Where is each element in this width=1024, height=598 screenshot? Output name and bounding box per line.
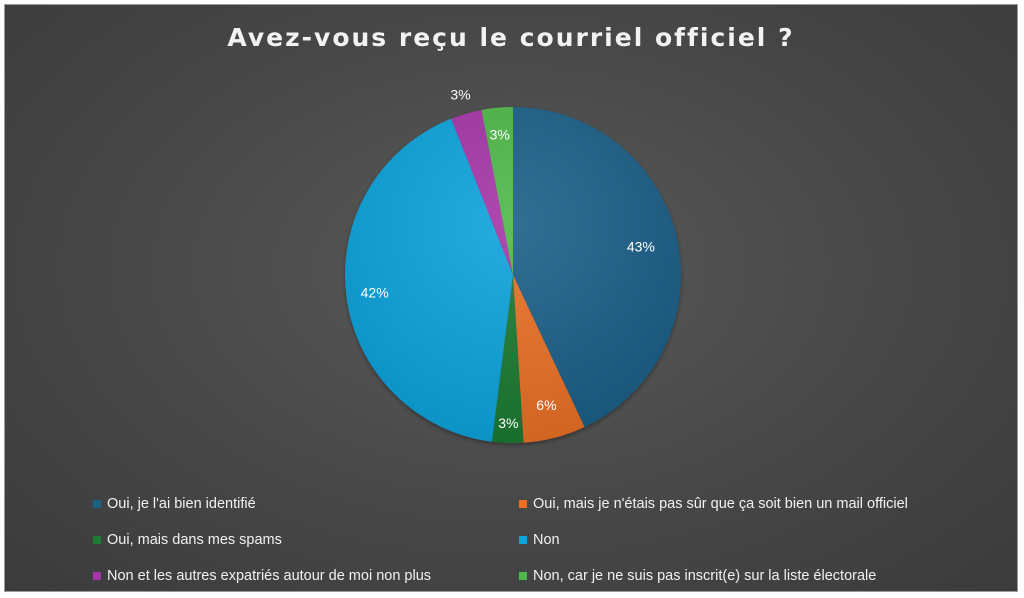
legend-label: Non et les autres expatriés autour de mo…	[107, 568, 432, 584]
legend-item: Non, car je ne suis pas inscrit(e) sur l…	[519, 568, 876, 584]
legend-label: Non, car je ne suis pas inscrit(e) sur l…	[533, 568, 877, 584]
legend-item: Oui, je l'ai bien identifié	[93, 496, 256, 512]
slice-data-label: 3%	[450, 86, 470, 102]
legend-swatch	[93, 500, 101, 508]
legend-swatch	[93, 572, 101, 580]
legend-item: Non et les autres expatriés autour de mo…	[93, 568, 431, 584]
legend-swatch	[519, 500, 527, 508]
slice-data-label: 6%	[536, 397, 556, 413]
chart-title: Avez-vous reçu le courriel officiel ?	[227, 23, 795, 52]
slice-data-label: 42%	[361, 284, 389, 300]
legend-swatch	[519, 572, 527, 580]
legend-label: Oui, mais je n'étais pas sûr que ça soit…	[533, 496, 908, 512]
legend-label: Oui, mais dans mes spams	[107, 532, 282, 548]
legend-swatch	[519, 536, 527, 544]
legend-label: Oui, je l'ai bien identifié	[107, 496, 256, 512]
legend-label: Non	[533, 532, 560, 548]
legend-swatch	[93, 536, 101, 544]
slice-data-label: 3%	[490, 127, 510, 143]
legend-item: Non	[519, 532, 560, 548]
slice-data-label: 43%	[627, 238, 655, 254]
chart-frame: Avez-vous reçu le courriel officiel ? 43…	[4, 4, 1018, 592]
legend-item: Oui, mais je n'étais pas sûr que ça soit…	[519, 496, 908, 512]
slice-data-label: 3%	[498, 415, 518, 431]
legend-item: Oui, mais dans mes spams	[93, 532, 282, 548]
